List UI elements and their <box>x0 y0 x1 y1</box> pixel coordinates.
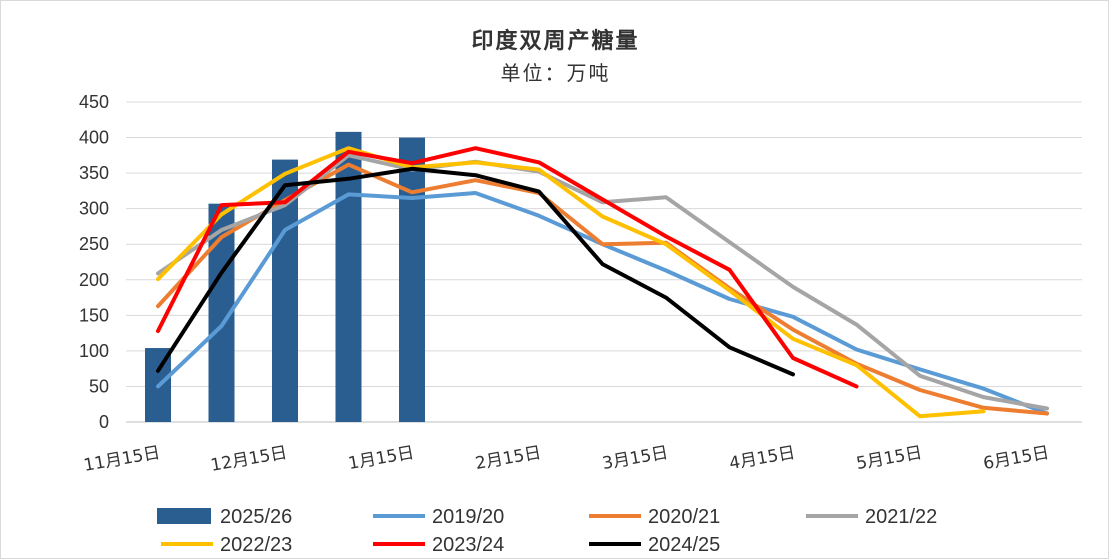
x-tick-label: 3月15日 <box>601 443 670 474</box>
y-tick-label: 450 <box>79 92 109 112</box>
y-tick-label: 0 <box>99 412 109 432</box>
bar-2025-26-4 <box>399 137 425 423</box>
line-series-2021-22 <box>156 153 1049 411</box>
line-series-2024-25 <box>156 166 795 377</box>
line-series-2022-23 <box>156 146 986 419</box>
chart-title: 印度双周产糖量 <box>471 29 640 54</box>
x-tick-label: 4月15日 <box>728 443 797 474</box>
x-tick-label: 5月15日 <box>855 443 924 474</box>
legend-label-2020-21: 2020/21 <box>648 506 720 528</box>
legend-swatch-2025-26 <box>157 508 211 524</box>
legend-label-2025-26: 2025/26 <box>220 506 292 528</box>
chart-subtitle: 单位：万吨 <box>500 61 611 85</box>
y-tick-label: 200 <box>79 270 109 290</box>
legend-label-2021-22: 2021/22 <box>865 506 937 528</box>
legend-label-2024-25: 2024/25 <box>648 534 720 556</box>
y-tick-label: 300 <box>79 199 109 219</box>
y-tick-label: 150 <box>79 305 109 325</box>
y-tick-label: 250 <box>79 234 109 254</box>
y-tick-label: 50 <box>89 376 109 396</box>
y-tick-label: 350 <box>79 163 109 183</box>
legend-label-2022-23: 2022/23 <box>220 534 292 556</box>
x-tick-label: 6月15日 <box>982 443 1051 474</box>
x-tick-label: 2月15日 <box>474 443 543 474</box>
y-tick-label: 400 <box>79 128 109 148</box>
legend-label-2019-20: 2019/20 <box>432 506 504 528</box>
x-tick-label: 1月15日 <box>347 443 416 474</box>
legend-label-2023-24: 2023/24 <box>432 534 504 556</box>
x-tick-label: 12月15日 <box>209 443 289 476</box>
x-tick-label: 11月15日 <box>82 443 162 476</box>
y-tick-label: 100 <box>79 341 109 361</box>
